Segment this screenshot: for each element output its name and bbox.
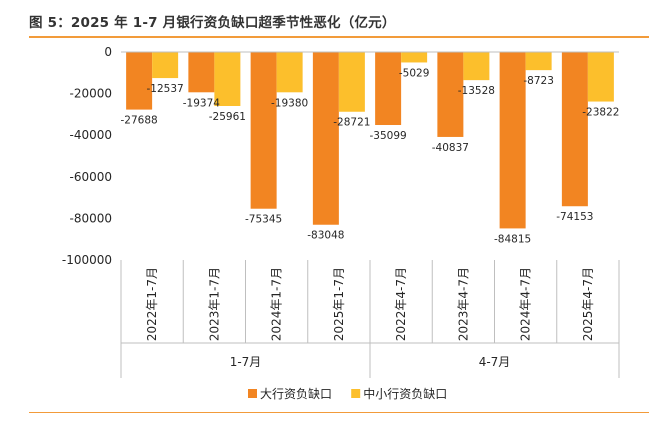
legend-label-small-bank: 中小行资负缺口 [363,386,447,401]
category-label: 2025年1-7月 [332,267,346,341]
value-label-small: -13528 [458,85,495,97]
value-label-large: -75345 [245,214,282,226]
value-label-large: -40837 [432,142,469,154]
category-label: 2024年4-7月 [519,267,533,341]
value-label-small: -8723 [523,75,554,87]
value-label-large: -35099 [370,130,407,142]
bar-large-bank [375,52,402,126]
y-tick-label: 0 [104,45,112,59]
value-label-small: -19380 [271,97,308,109]
value-label-large: -84815 [494,233,531,245]
title-bar: 图 5：2025 年 1-7 月银行资负缺口超季节性恶化（亿元） [29,10,649,38]
value-label-large: -19374 [183,97,221,109]
bar-small-bank [401,52,428,63]
bar-large-bank [437,52,464,137]
footer-divider [29,412,649,413]
bar-large-bank [188,52,215,93]
y-tick-label: -60000 [69,170,112,184]
group-label: 4-7月 [479,355,511,369]
bar-small-bank [338,52,365,112]
bar-small-bank [152,52,179,79]
value-label-small: -23822 [582,107,619,119]
bar-small-bank [276,52,303,93]
bar-small-bank [525,52,552,71]
y-tick-label: -20000 [69,87,112,101]
y-tick-label: -100000 [62,253,112,267]
category-label: 2023年1-7月 [207,267,221,341]
bar-large-bank [499,52,526,229]
legend-swatch-large-bank [248,389,257,398]
legend-label-large-bank: 大行资负缺口 [260,386,332,401]
category-label: 2025年4-7月 [581,267,595,341]
category-label: 2023年4-7月 [456,267,470,341]
value-label-small: -25961 [209,111,246,123]
category-label: 2024年1-7月 [270,267,284,341]
legend-swatch-small-bank [351,389,361,398]
value-label-large: -83048 [307,230,344,242]
group-label: 1-7月 [230,355,262,369]
value-label-large: -27688 [121,115,158,127]
value-label-large: -74153 [556,211,593,223]
bar-large-bank [561,52,588,207]
category-label: 2022年1-7月 [145,267,159,341]
bar-large-bank [312,52,339,225]
category-label: 2022年4-7月 [394,267,408,341]
value-label-small: -5029 [399,67,430,79]
chart-title: 图 5：2025 年 1-7 月银行资负缺口超季节性恶化（亿元） [29,15,396,31]
bar-large-bank [250,52,277,209]
y-tick-label: -40000 [69,128,112,142]
value-label-small: -12537 [147,83,184,95]
value-label-small: -28721 [333,117,370,129]
bar-large-bank [126,52,153,110]
y-tick-label: -80000 [69,211,112,225]
bar-small-bank [463,52,490,81]
bar-small-bank [214,52,241,106]
bar-small-bank [587,52,614,102]
